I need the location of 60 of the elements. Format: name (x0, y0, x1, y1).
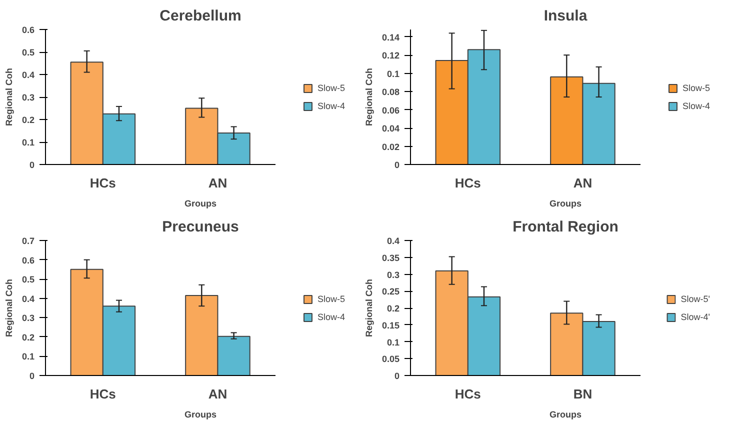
y-tick-label: 0.35 (382, 252, 400, 263)
y-tick-label: 0.3 (22, 313, 35, 324)
chart-title: Frontal Region (512, 218, 618, 236)
chart-title: Precuneus (162, 218, 239, 236)
x-axis-title: Groups (550, 410, 582, 420)
y-tick-label: 0.5 (22, 274, 35, 285)
x-axis-title: Groups (184, 410, 217, 420)
y-axis-title: Regional Coh (364, 68, 374, 126)
y-axis-title: Regional Coh (4, 279, 14, 337)
y-axis-title: Regional Coh (4, 68, 14, 126)
y-tick-label: 0.6 (22, 255, 35, 266)
y-tick-label: 0 (29, 160, 35, 170)
y-tick-label: 0 (394, 371, 400, 381)
y-tick-label: 0.2 (22, 332, 35, 342)
x-tick-label: HCs (90, 386, 116, 402)
y-tick-label: 0.14 (382, 32, 400, 42)
x-tick-label: AN (208, 386, 228, 402)
y-tick-label: 0.08 (382, 87, 400, 98)
y-tick-label: 0.4 (386, 236, 400, 246)
legend-label: Slow-4' (680, 312, 710, 322)
legend-label: Slow-5 (682, 82, 710, 92)
x-tick-label: BN (573, 386, 592, 402)
chart-title: Cerebellum (160, 8, 242, 24)
y-tick-label: 0.06 (382, 105, 400, 116)
y-tick-label: 0.2 (386, 304, 400, 314)
y-tick-label: 0.1 (386, 68, 400, 79)
x-tick-label: AN (208, 176, 228, 190)
y-tick-label: 0.15 (382, 320, 400, 330)
y-tick-label: 0.04 (382, 124, 400, 134)
x-tick-label: HCs (454, 176, 481, 190)
legend-label: Slow-5 (317, 82, 345, 92)
chart-title: Insula (544, 8, 588, 24)
x-tick-label: HCs (454, 386, 481, 402)
y-tick-label: 0.6 (22, 25, 35, 35)
y-tick-label: 0.5 (22, 48, 35, 58)
y-tick-label: 0.1 (22, 352, 35, 362)
legend-label: Slow-5 (317, 294, 345, 304)
y-tick-label: 0.4 (22, 70, 35, 80)
y-tick-label: 0.05 (382, 354, 400, 364)
x-axis-title: Groups (184, 198, 217, 208)
y-axis-title: Regional Coh (364, 279, 374, 337)
y-tick-label: 0.3 (386, 270, 400, 280)
legend-label: Slow-4 (317, 312, 345, 322)
y-tick-label: 0.02 (382, 142, 400, 152)
y-tick-label: 0.2 (22, 115, 35, 125)
y-tick-label: 0 (29, 371, 35, 381)
y-tick-label: 0.12 (382, 50, 400, 61)
x-axis-title: Groups (550, 198, 582, 208)
legend-label: Slow-4 (682, 100, 710, 110)
y-tick-label: 0.1 (22, 138, 35, 148)
y-tick-label: 0.4 (22, 294, 35, 304)
y-tick-label: 0.7 (22, 236, 35, 246)
legend-label: Slow-4 (317, 100, 345, 110)
y-tick-label: 0.1 (386, 337, 400, 348)
x-tick-label: HCs (90, 176, 116, 190)
legend-label: Slow-5' (680, 294, 710, 304)
y-tick-label: 0 (394, 160, 400, 170)
y-tick-label: 0.3 (22, 92, 35, 102)
x-tick-label: AN (573, 176, 592, 190)
y-tick-label: 0.25 (382, 286, 400, 297)
